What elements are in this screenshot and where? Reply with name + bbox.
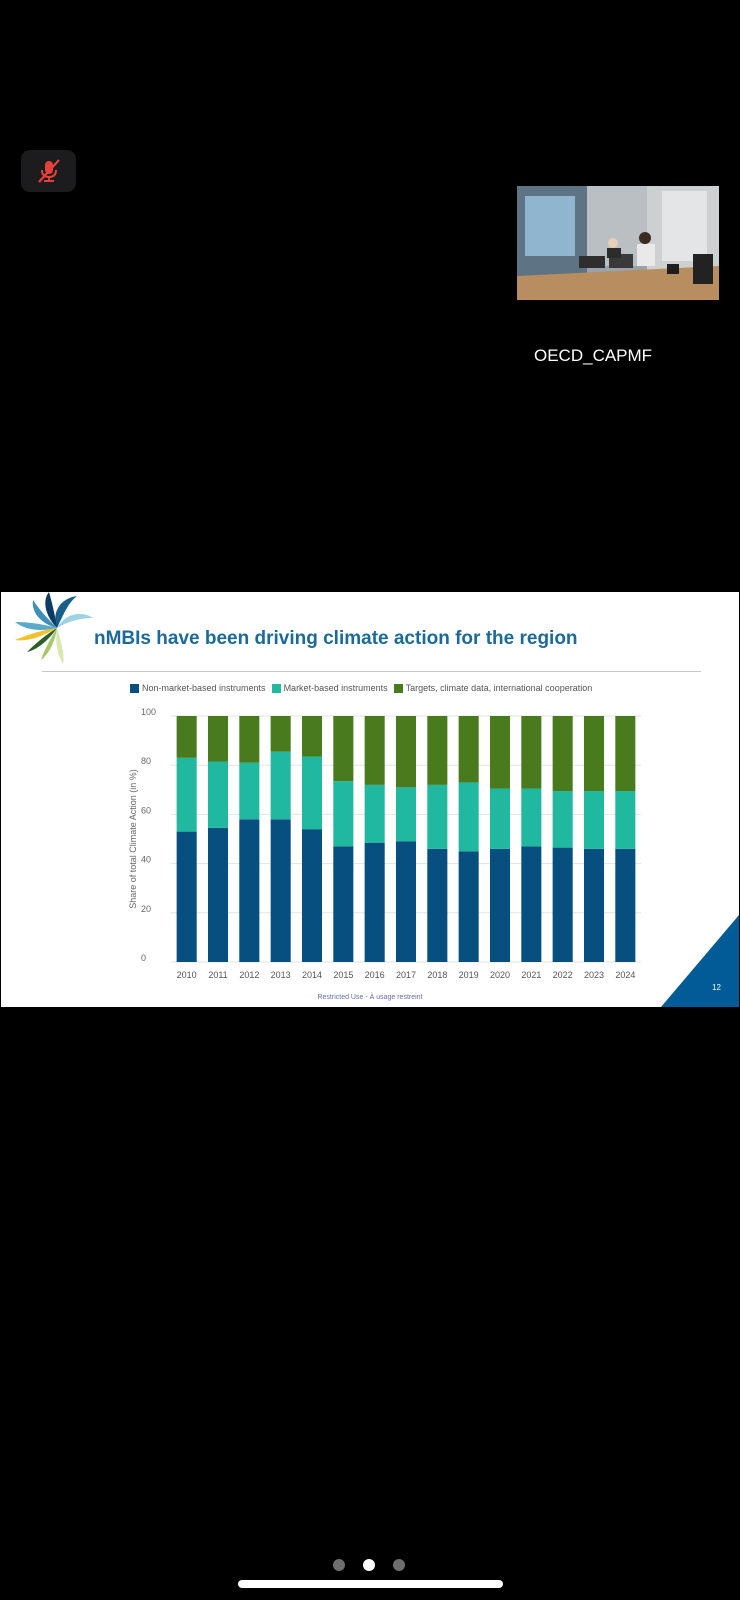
- x-tick-label: 2019: [459, 970, 479, 980]
- x-tick-label: 2022: [553, 970, 573, 980]
- slide-title: nMBIs have been driving climate action f…: [94, 628, 578, 649]
- bar-segment: [301, 716, 323, 757]
- bar-segment: [552, 716, 573, 792]
- title-divider: [42, 671, 701, 672]
- legend-label: Non-market-based instruments: [142, 683, 266, 693]
- page-dot-active[interactable]: [363, 1559, 375, 1571]
- y-axis-label: Share of total Climate Action (in %): [128, 769, 138, 909]
- bar-segment: [583, 716, 605, 792]
- y-tick-label: 60: [141, 805, 151, 815]
- bar-segment: [364, 716, 385, 785]
- bar-segment: [270, 716, 291, 752]
- legend-item: Market-based instruments: [271, 683, 388, 693]
- bar-segment: [489, 716, 511, 789]
- bar-segment: [458, 851, 479, 962]
- bar-segment: [207, 716, 229, 762]
- page-indicator: [333, 1559, 423, 1571]
- bar-segment: [239, 819, 260, 962]
- microphone-off-icon: [37, 159, 60, 183]
- legend-swatch: [130, 683, 139, 693]
- y-tick-label: 80: [141, 756, 151, 766]
- bar-segment: [427, 848, 448, 962]
- bar-segment: [270, 751, 291, 820]
- legend-swatch: [271, 683, 281, 693]
- x-tick-label: 2024: [615, 970, 635, 980]
- bar-segment: [615, 716, 636, 792]
- oecd-logo: [15, 592, 93, 664]
- x-tick-label: 2010: [177, 970, 197, 980]
- bar-segment: [552, 847, 573, 962]
- slide-page-number: 12: [712, 983, 721, 992]
- x-tick-label: 2020: [490, 970, 510, 980]
- participant-name: OECD_CAPMF: [534, 346, 653, 365]
- x-tick-label: 2017: [396, 970, 416, 980]
- bar-segment: [333, 781, 354, 847]
- bar-segment: [176, 757, 197, 832]
- home-indicator[interactable]: [238, 1580, 503, 1588]
- bar-segment: [458, 782, 479, 852]
- bar-segment: [521, 846, 542, 962]
- x-tick-label: 2015: [333, 970, 353, 980]
- slide-footer: Restricted Use - À usage restreint: [317, 994, 423, 1001]
- bar-segment: [301, 756, 323, 830]
- bar-segment: [270, 819, 291, 962]
- y-tick-label: 20: [141, 904, 151, 914]
- legend-swatch: [393, 683, 403, 693]
- bar-segment: [615, 791, 636, 849]
- bar-segment: [395, 787, 417, 842]
- legend-item: Non-market-based instruments: [130, 683, 266, 693]
- bar-segment: [521, 716, 542, 789]
- bar-segment: [364, 784, 385, 843]
- x-tick-label: 2021: [521, 970, 541, 980]
- corner-triangle: [661, 915, 739, 1007]
- x-tick-label: 2018: [427, 970, 447, 980]
- bar-segment: [333, 716, 354, 782]
- page-dot[interactable]: [393, 1559, 405, 1571]
- participant-video[interactable]: [517, 186, 719, 300]
- y-tick-label: 0: [141, 953, 146, 963]
- mute-button[interactable]: [21, 150, 76, 192]
- bar-segment: [583, 791, 605, 849]
- bar-segment: [521, 788, 542, 847]
- x-tick-label: 2014: [302, 970, 322, 980]
- bar-segment: [583, 848, 605, 962]
- legend-item: Targets, climate data, international coo…: [393, 683, 593, 693]
- x-tick-label: 2016: [365, 970, 385, 980]
- legend-label: Market-based instruments: [283, 683, 388, 693]
- legend-label: Targets, climate data, international coo…: [405, 683, 593, 693]
- bar-segment: [395, 841, 417, 962]
- x-tick-label: 2013: [271, 970, 291, 980]
- stacked-bar-chart: 0 20 40 60 80 100 2010 2011 2012 2013 2014 2015 2016…: [128, 707, 641, 980]
- bar-segment: [615, 848, 636, 962]
- bar-segment: [207, 761, 229, 828]
- bar-segment: [207, 827, 229, 962]
- bar-segment: [427, 716, 448, 785]
- bar-segment: [364, 842, 385, 962]
- x-tick-label: 2012: [239, 970, 259, 980]
- shared-slide: nMBIs have been driving climate action f…: [1, 592, 739, 1007]
- bar-segment: [176, 831, 197, 962]
- bar-segment: [239, 716, 260, 763]
- video-frame: [517, 186, 719, 300]
- bar-segment: [489, 788, 511, 849]
- bar-segment: [395, 716, 417, 788]
- x-tick-label: 2023: [584, 970, 604, 980]
- bar-segment: [301, 829, 323, 962]
- x-tick-label: 2011: [208, 970, 227, 980]
- bar-segment: [176, 716, 197, 758]
- bar-segment: [552, 791, 573, 848]
- bar-segment: [489, 848, 511, 962]
- bar-segment: [333, 846, 354, 962]
- bar-segment: [427, 784, 448, 849]
- bar-segment: [239, 762, 260, 820]
- bar-segment: [458, 716, 479, 783]
- y-tick-label: 100: [141, 707, 156, 717]
- y-tick-label: 40: [141, 855, 151, 865]
- page-dot[interactable]: [333, 1559, 345, 1571]
- chart-legend: Non-market-based instruments Market-base…: [130, 683, 598, 693]
